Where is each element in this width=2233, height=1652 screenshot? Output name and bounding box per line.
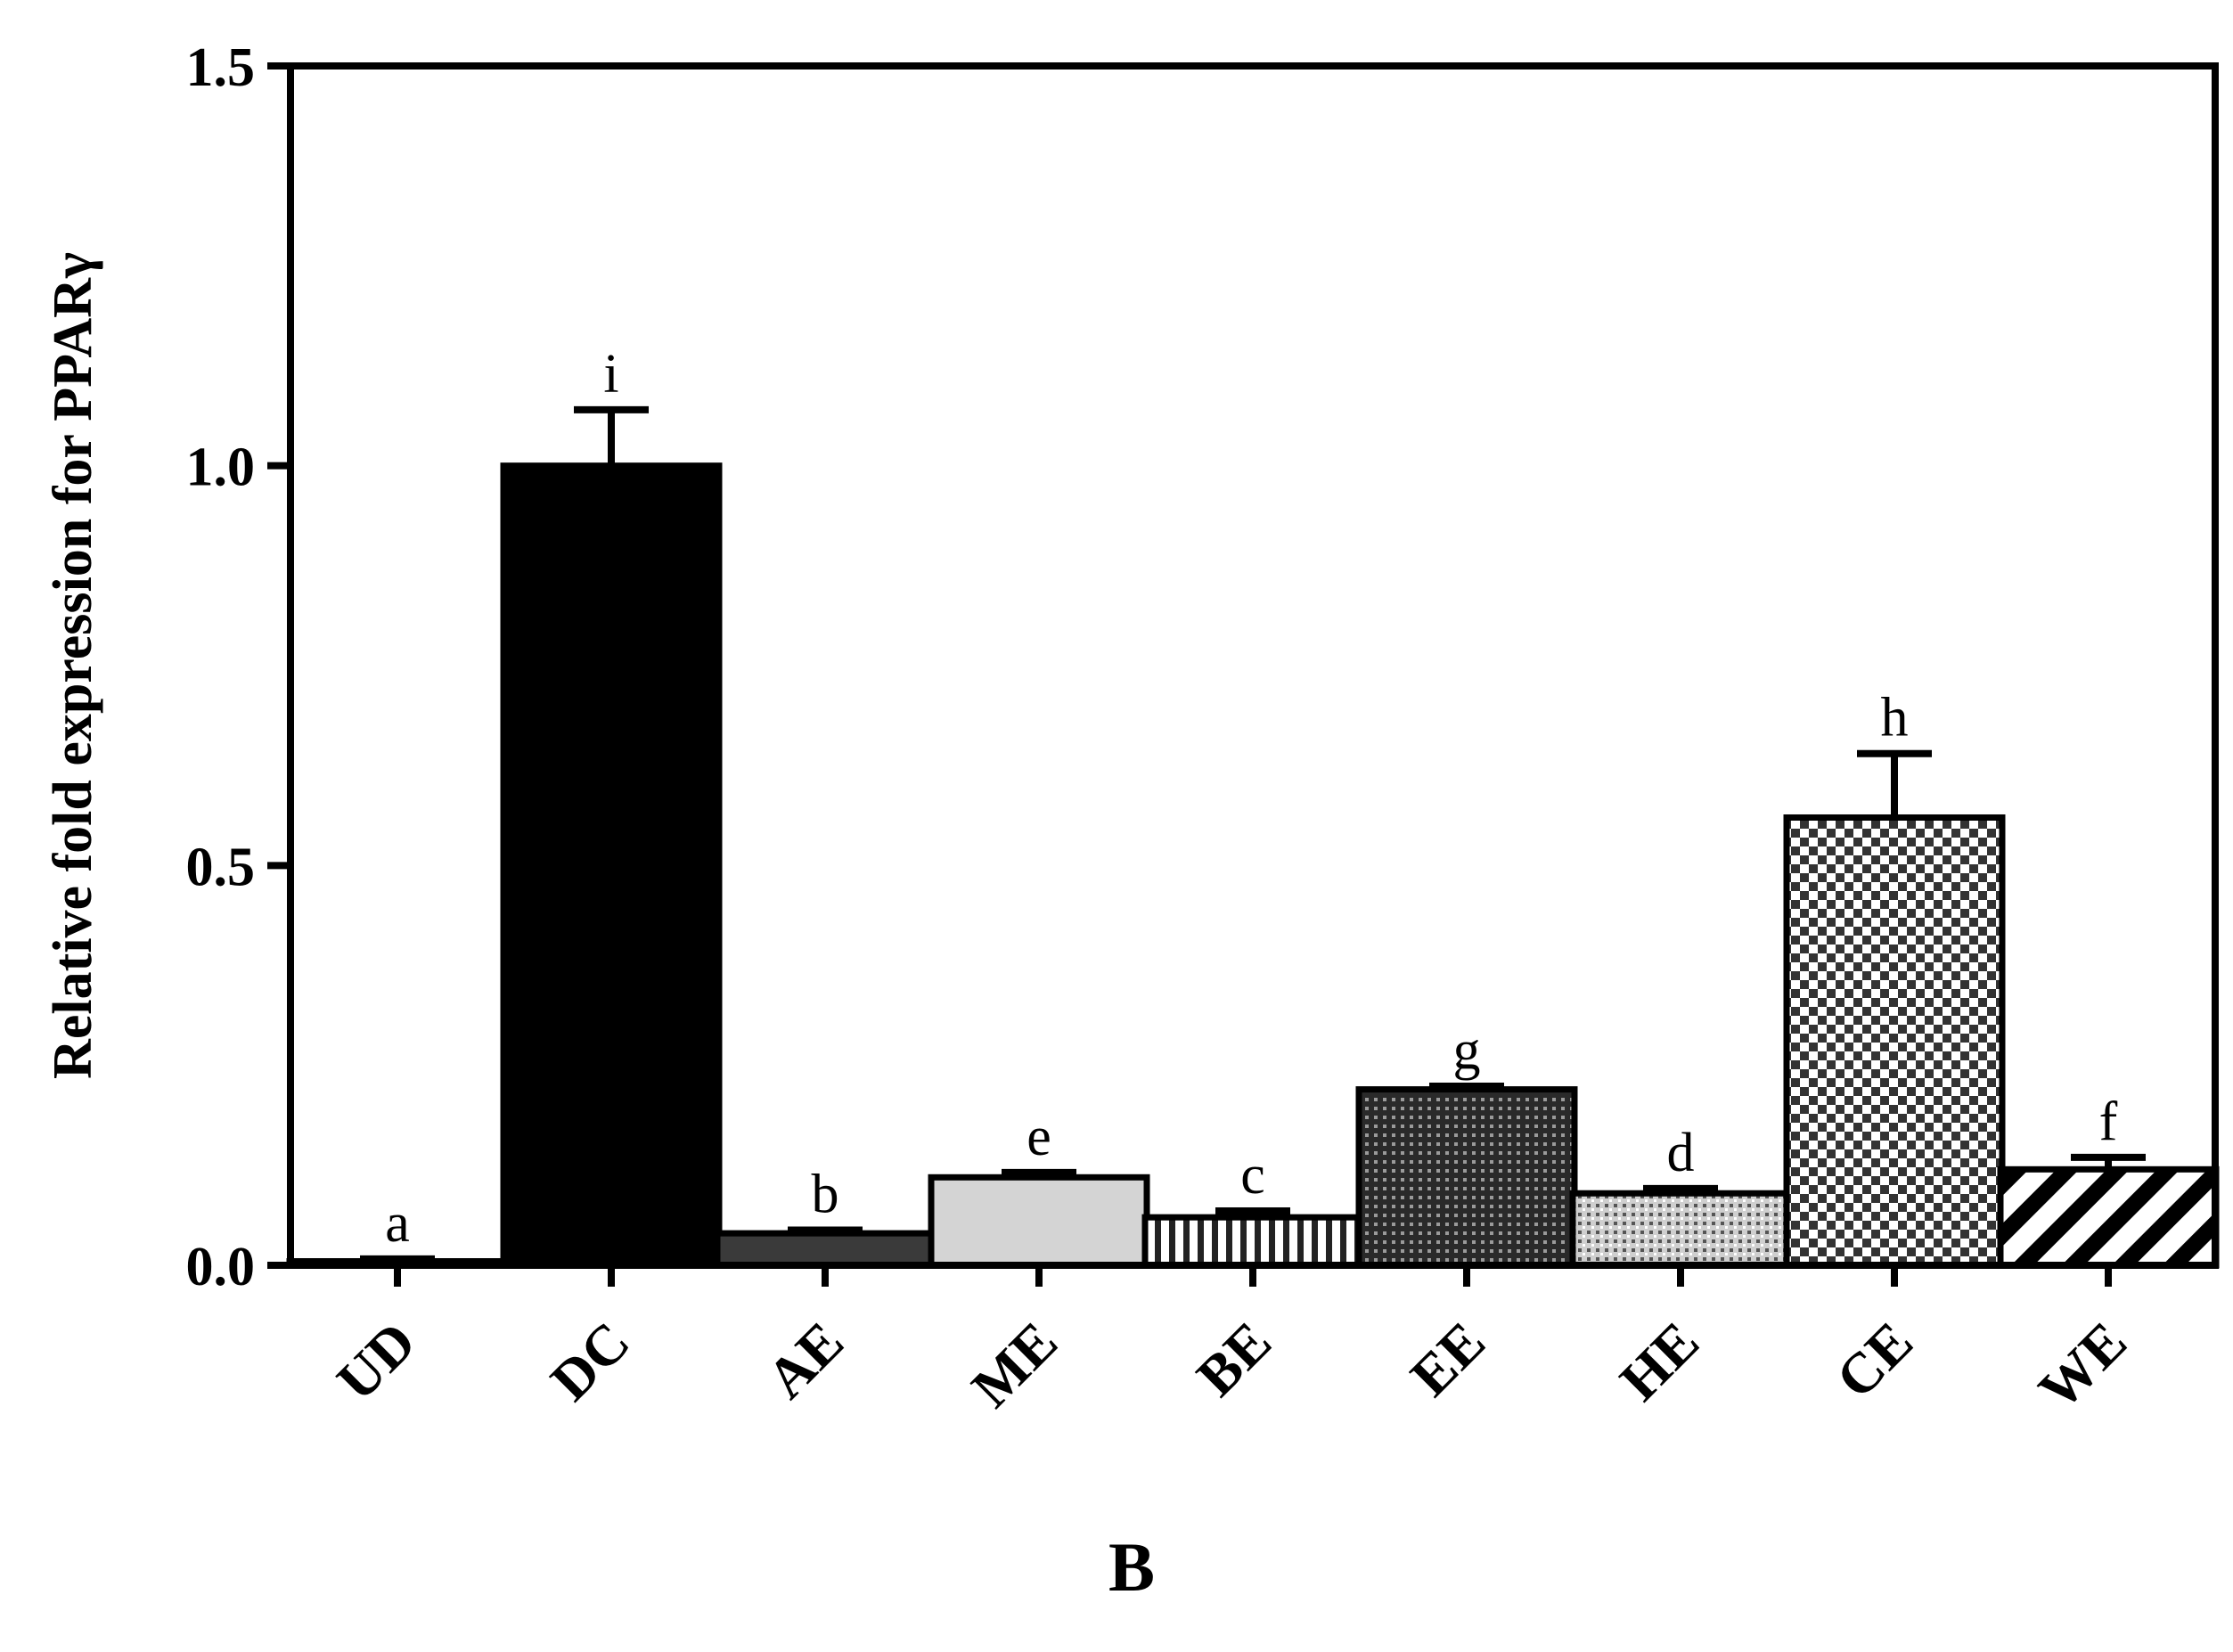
- significance-label: d: [1667, 1123, 1695, 1183]
- y-tick-label: 0.5: [186, 837, 256, 897]
- x-tick-label: BE: [1184, 1310, 1283, 1409]
- bar-ee: [1355, 1086, 1578, 1269]
- x-tick-label: WE: [2026, 1310, 2139, 1422]
- y-tick-label: 1.0: [186, 438, 256, 498]
- significance-label: a: [385, 1193, 410, 1254]
- x-tick-label: DC: [538, 1310, 642, 1413]
- significance-label: f: [2099, 1092, 2118, 1152]
- x-tick-label: EE: [1398, 1310, 1497, 1409]
- significance-label: b: [812, 1165, 839, 1225]
- plot-area: 0.0 0.5 1.0 1.5 a UD i DC b AE e ME c BE g EE d HE h CE f WE: [186, 37, 2220, 1422]
- bar-we: [1997, 1165, 2220, 1269]
- y-tick-label: 1.5: [186, 37, 256, 98]
- significance-label: e: [1027, 1107, 1051, 1167]
- significance-label: h: [1881, 688, 1909, 748]
- bar-me: [928, 1174, 1150, 1269]
- x-tick-label: CE: [1824, 1310, 1925, 1411]
- significance-label: i: [603, 344, 618, 405]
- significance-label: c: [1240, 1145, 1265, 1206]
- x-tick-label: UD: [324, 1310, 428, 1413]
- x-tick-label: AE: [755, 1310, 855, 1411]
- bar-he: [1569, 1190, 1792, 1269]
- bar-dc: [500, 462, 723, 1269]
- y-axis-title: Relative fold expression for PPARγ: [43, 252, 103, 1079]
- bar-ce: [1783, 814, 2006, 1269]
- x-tick-label: ME: [960, 1310, 1069, 1419]
- significance-label: g: [1453, 1020, 1481, 1081]
- plot-frame: [287, 62, 2219, 1269]
- bar-be: [1141, 1214, 1364, 1269]
- panel-label: B: [1108, 1528, 1155, 1606]
- bar-ae: [714, 1230, 937, 1269]
- x-tick-label: HE: [1607, 1310, 1711, 1413]
- y-tick-label: 0.0: [186, 1237, 256, 1297]
